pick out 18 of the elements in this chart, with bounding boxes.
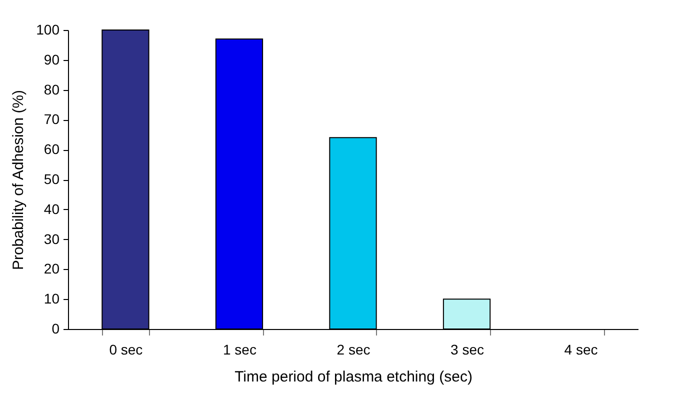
y-axis-title: Probability of Adhesion (%)	[10, 90, 28, 270]
y-tick-label: 20	[44, 260, 60, 277]
x-tick-label: 3 sec	[450, 342, 484, 358]
x-tick-label: 1 sec	[222, 342, 256, 358]
y-tick-label: 100	[36, 22, 60, 38]
x-tick-label: 2 sec	[336, 342, 370, 358]
y-tick-label: 90	[44, 51, 60, 68]
x-tick-label: 0 sec	[109, 342, 143, 358]
y-tick-label: 40	[44, 200, 60, 217]
y-tick-label: 30	[44, 230, 60, 247]
y-tick-label: 10	[44, 290, 60, 307]
y-tick-label: 50	[44, 171, 60, 187]
y-tick-label: 0	[52, 320, 60, 336]
y-tick-label: 80	[44, 81, 60, 98]
y-tick-label: 60	[44, 141, 60, 158]
x-axis-title: Time period of plasma etching (sec)	[234, 368, 472, 386]
y-tick-label: 70	[44, 111, 60, 128]
x-tick-label: 4 sec	[564, 342, 598, 358]
